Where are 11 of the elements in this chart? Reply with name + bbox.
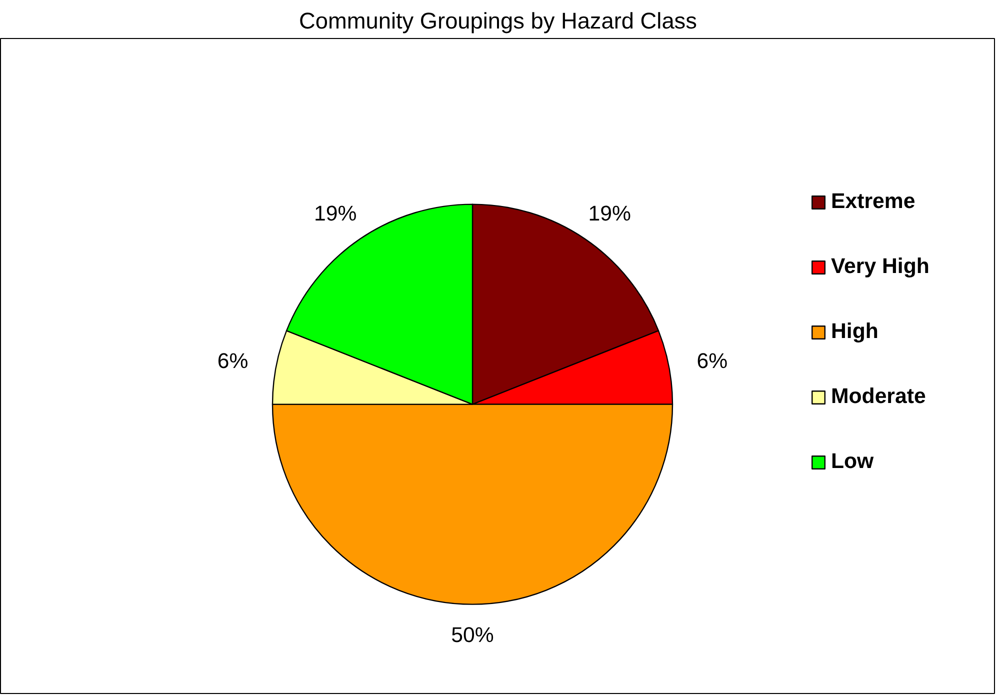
data-label: 50% <box>451 622 494 647</box>
data-label: 6% <box>217 349 248 374</box>
data-label: 6% <box>696 349 728 374</box>
data-label: 19% <box>588 202 632 226</box>
data-label: 19% <box>314 202 357 226</box>
legend-label: Extreme <box>831 189 916 214</box>
chart-title: Community Groupings by Hazard Class <box>299 8 697 34</box>
legend-label: Low <box>831 449 874 474</box>
legend-label: Moderate <box>831 384 926 409</box>
legend-label: Very High <box>831 254 930 279</box>
legend-label: High <box>831 319 878 344</box>
